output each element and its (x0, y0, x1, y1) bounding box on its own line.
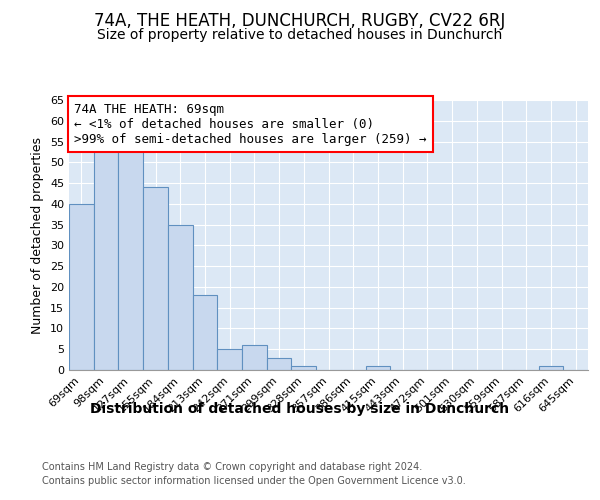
Bar (242, 345, 267, 370)
Bar (217, 349, 242, 370)
Bar (193, 295, 217, 370)
Text: 74A, THE HEATH, DUNCHURCH, RUGBY, CV22 6RJ: 74A, THE HEATH, DUNCHURCH, RUGBY, CV22 6… (94, 12, 506, 30)
Text: Contains public sector information licensed under the Open Government Licence v3: Contains public sector information licen… (42, 476, 466, 486)
Text: 74A THE HEATH: 69sqm
← <1% of detached houses are smaller (0)
>99% of semi-detac: 74A THE HEATH: 69sqm ← <1% of detached h… (74, 102, 427, 146)
Bar (365, 366, 390, 370)
Bar (118, 150, 143, 370)
Bar (292, 366, 316, 370)
Bar (267, 358, 292, 370)
Text: Contains HM Land Registry data © Crown copyright and database right 2024.: Contains HM Land Registry data © Crown c… (42, 462, 422, 472)
Text: Size of property relative to detached houses in Dunchurch: Size of property relative to detached ho… (97, 28, 503, 42)
Y-axis label: Number of detached properties: Number of detached properties (31, 136, 44, 334)
Bar (168, 224, 193, 370)
Bar (143, 187, 168, 370)
Bar (539, 366, 563, 370)
Bar (94, 146, 118, 370)
Bar (69, 204, 94, 370)
Text: Distribution of detached houses by size in Dunchurch: Distribution of detached houses by size … (91, 402, 509, 416)
